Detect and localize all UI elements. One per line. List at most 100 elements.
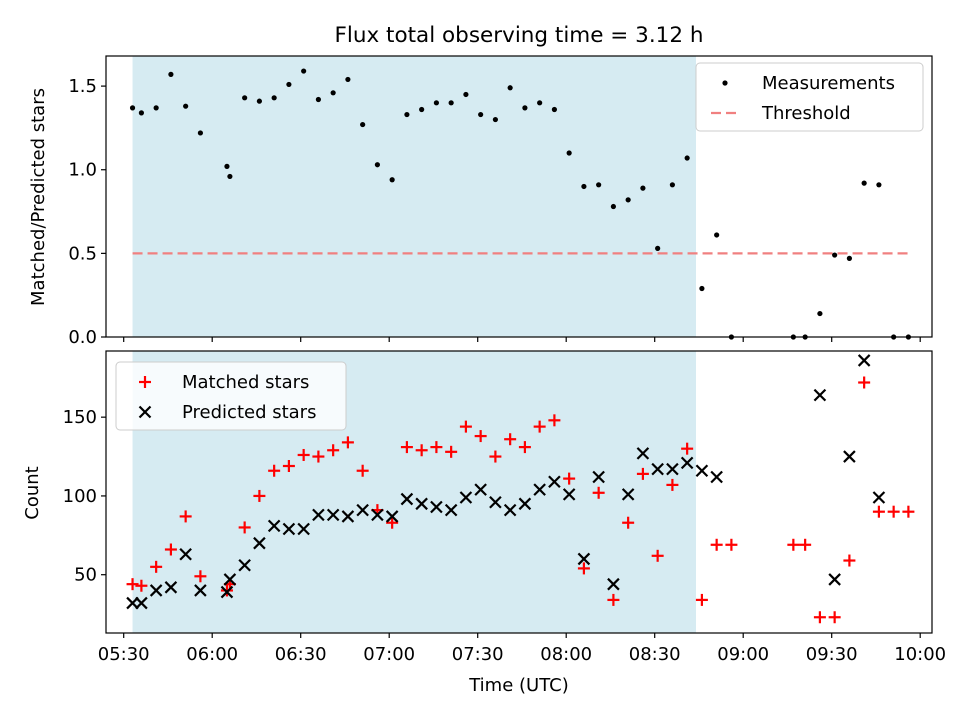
measurement-point — [610, 203, 617, 210]
measurement-point — [522, 105, 528, 111]
matched-star-point — [787, 538, 800, 551]
measurement-point — [389, 177, 395, 183]
x-marker-b — [489, 495, 502, 509]
predicted-star-point — [607, 577, 620, 591]
x-marker-b — [828, 573, 841, 586]
matched-star-point — [548, 414, 561, 427]
matched-star-point — [282, 460, 295, 473]
matched-star-point — [858, 376, 871, 389]
measurement-point — [183, 103, 189, 109]
x-tick-label: 07:00 — [363, 644, 415, 665]
predicted-star-point — [813, 388, 827, 402]
matched-star-point — [681, 442, 694, 455]
measurement-point — [138, 110, 144, 116]
x-marker-b — [223, 573, 237, 586]
predicted-star-point — [828, 573, 841, 586]
measurement-point — [129, 105, 136, 111]
measurement-point — [404, 111, 410, 118]
predicted-star-point — [430, 500, 443, 514]
legend-label: Measurements — [762, 73, 895, 94]
matched-star-point — [400, 441, 413, 454]
x-marker-b — [577, 552, 591, 566]
measurement-point — [581, 183, 587, 190]
measurement-point — [655, 245, 661, 251]
measurement-point — [861, 180, 867, 186]
predicted-star-point — [282, 522, 296, 536]
predicted-star-point — [312, 508, 325, 522]
matched-star-point — [533, 420, 546, 433]
x-marker-b — [813, 388, 827, 402]
measurement-point — [699, 285, 705, 292]
matched-star-point — [220, 584, 233, 597]
measurement-point — [832, 252, 838, 258]
matched-star-point — [415, 444, 428, 457]
x-marker-b — [621, 488, 635, 501]
x-marker-b — [474, 483, 487, 496]
x-marker-b — [695, 464, 709, 478]
matched-star-point — [430, 441, 443, 454]
predicted-star-point — [149, 584, 163, 597]
measurement-point — [625, 197, 631, 203]
x-tick-label: 09:00 — [717, 644, 769, 665]
matched-star-point — [356, 464, 369, 477]
predicted-star-point — [651, 462, 664, 476]
predicted-star-point — [680, 456, 694, 470]
predicted-star-point — [533, 483, 546, 496]
measurement-point — [492, 116, 498, 123]
x-marker-b — [267, 519, 281, 533]
predicted-star-point — [489, 495, 502, 509]
predicted-star-point — [267, 519, 281, 533]
bottom-series-plus — [126, 376, 915, 624]
legend-label: Threshold — [761, 103, 851, 124]
legend-x-marker-b — [138, 405, 152, 419]
matched-star-point — [445, 445, 458, 458]
measurement-point — [242, 95, 248, 101]
measurement-point — [714, 232, 720, 238]
matched-star-point — [563, 472, 576, 485]
measurement-point — [374, 162, 380, 168]
matched-star-point — [126, 578, 139, 591]
predicted-star-point — [562, 488, 576, 501]
x-marker-b — [253, 536, 266, 550]
predicted-star-point — [194, 584, 207, 597]
predicted-star-point — [444, 503, 458, 517]
measurement-point — [448, 100, 454, 106]
x-marker-b — [400, 492, 414, 506]
x-marker-b — [341, 510, 355, 523]
matched-star-point — [710, 538, 723, 551]
matched-star-point — [194, 570, 207, 583]
predicted-star-point — [341, 510, 355, 523]
predicted-star-point — [548, 475, 561, 489]
legend-label: Predicted stars — [182, 402, 316, 423]
x-marker-b — [857, 354, 871, 367]
measurement-point — [463, 91, 469, 98]
measurement-point — [330, 90, 336, 96]
x-marker-b — [164, 581, 178, 594]
x-tick-label: 09:30 — [806, 644, 858, 665]
predicted-star-point — [223, 573, 237, 586]
measurement-point — [227, 173, 233, 180]
bottom-legend: Matched stars Predicted stars — [115, 361, 347, 431]
x-marker-b — [548, 475, 561, 489]
measurement-point — [684, 155, 690, 161]
matched-star-point — [666, 478, 679, 491]
measurement-point — [596, 182, 602, 188]
x-marker-b — [238, 558, 251, 572]
x-marker-b — [518, 497, 532, 511]
x-marker-b — [636, 447, 650, 460]
x-marker-b — [220, 585, 234, 599]
matched-star-point — [636, 467, 649, 480]
predicted-star-point — [297, 522, 310, 536]
measurement-point — [478, 111, 484, 118]
matched-star-point — [268, 464, 281, 477]
x-marker-b — [356, 503, 369, 517]
measurement-point — [433, 100, 439, 106]
measurement-point — [507, 85, 513, 91]
x-tick-label: 10:00 — [894, 644, 946, 665]
top-y-axis-label: Matched/Predicted stars — [28, 88, 49, 306]
predicted-star-point — [621, 488, 635, 501]
matched-star-point — [725, 538, 738, 551]
bottom-y-axis-label: Count — [22, 466, 43, 519]
bottom-y-tick-label: 150 — [63, 407, 97, 428]
